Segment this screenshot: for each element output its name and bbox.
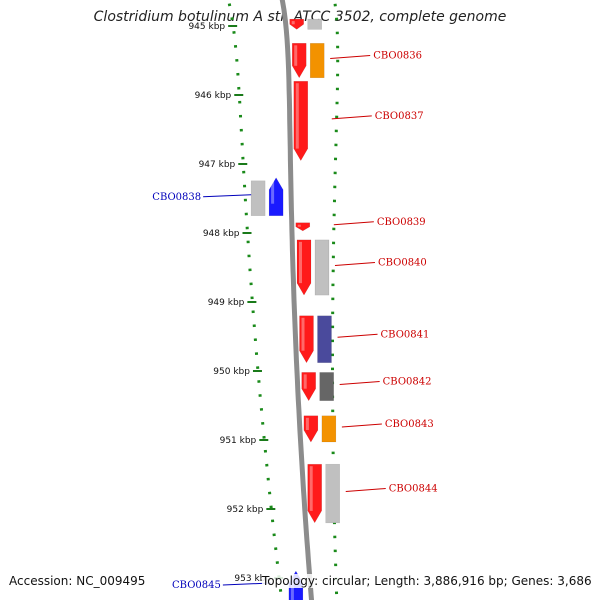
label-leader-line (203, 194, 252, 198)
kbp-ticks: 945 kbp 946 kbp 947 kbp 948 kbp 949 kbp 950 k… (188, 22, 284, 584)
label-leader-line (331, 115, 372, 120)
gene-labels: CBO0836 CBO0837 CBO0838 CBO0839 CBO0840 CBO08… (152, 51, 437, 592)
gene-arrow-highlight (299, 241, 302, 284)
gene-arrow-highlight (295, 83, 299, 149)
gene-label: CBO0837 (375, 111, 424, 122)
cog-category-box (317, 315, 332, 363)
gene-label: CBO0844 (389, 483, 438, 494)
gene-arrow (291, 43, 307, 79)
cog-category-box (307, 18, 322, 30)
map-title: Clostridium botulinum A str. ATCC 3502, … (93, 9, 507, 25)
label-leader-line (345, 487, 386, 492)
gene-arrow (301, 372, 316, 402)
gene-arrow (307, 463, 322, 524)
cog-category-box (319, 372, 334, 401)
gene-arrow-highlight (271, 179, 275, 204)
gene-arrow-highlight (301, 317, 305, 351)
label-leader-line (337, 333, 378, 338)
tick-label: 949 kbp (208, 298, 245, 308)
label-leader-line (339, 381, 380, 386)
tick-label: 947 kbp (199, 160, 236, 170)
gene-arrow (295, 222, 311, 232)
gene-label: CBO0845 (172, 580, 221, 591)
gene-arrow-highlight (305, 417, 309, 430)
gene-arrow-highlight (291, 21, 295, 25)
label-leader-line (330, 55, 371, 59)
gene-features (250, 18, 340, 600)
tick-label: 952 kbp (227, 505, 264, 515)
label-leader-line (333, 221, 374, 226)
label-leader-line (341, 423, 382, 428)
tick-label: 950 kbp (213, 367, 250, 377)
genome-backbone (279, 0, 315, 600)
tick-label: 953 kbp (234, 574, 271, 584)
accession-text: Accession: NC_009495 (9, 574, 146, 588)
gene-arrow-highlight (309, 466, 313, 511)
gene-label: CBO0839 (377, 217, 426, 228)
gene-label: CBO0838 (152, 192, 201, 203)
cog-category-box (321, 415, 337, 443)
gene-label: CBO0841 (381, 329, 430, 340)
cog-category-box (250, 180, 266, 216)
cog-category-box (309, 43, 325, 79)
gene-arrow (289, 18, 304, 30)
label-leader-line (334, 262, 375, 266)
tick-label: 951 kbp (220, 436, 257, 446)
tick-label: 945 kbp (188, 22, 225, 32)
gene-arrow-highlight (303, 374, 307, 389)
gene-arrow (296, 239, 312, 296)
outer-dotted-guide-right (331, 0, 340, 600)
cog-category-box (325, 463, 340, 524)
tick-label: 946 kbp (195, 91, 232, 101)
gene-arrow-highlight (294, 45, 298, 66)
gene-label: CBO0843 (385, 419, 434, 430)
gene-arrow (303, 415, 319, 443)
cog-category-box (314, 239, 330, 296)
gene-label: CBO0836 (373, 51, 422, 62)
gene-arrow (268, 177, 284, 217)
gene-arrow-highlight (297, 224, 301, 227)
tick-label: 948 kbp (203, 229, 240, 239)
outer-dotted-guide-left (226, 0, 284, 600)
genome-info-text: Topology: circular; Length: 3,886,916 bp… (262, 574, 592, 588)
gene-label: CBO0840 (378, 258, 427, 269)
gene-arrow (293, 80, 309, 162)
gene-arrow (299, 315, 314, 364)
gene-label: CBO0842 (383, 377, 432, 388)
